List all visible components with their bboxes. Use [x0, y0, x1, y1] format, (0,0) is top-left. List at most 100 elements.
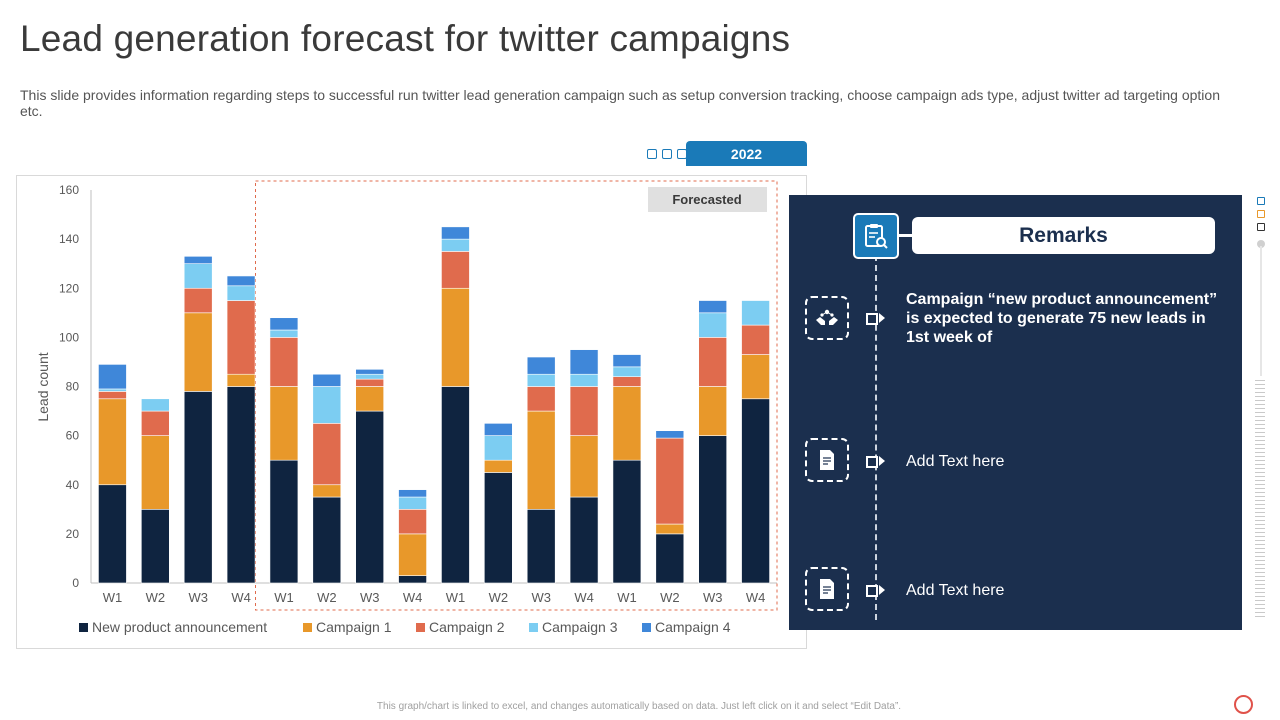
- y-tick-label: 120: [59, 281, 79, 295]
- bar-segment: [698, 300, 727, 314]
- page-dot: [662, 149, 672, 159]
- y-tick-label: 80: [66, 380, 80, 394]
- bar-segment: [183, 391, 213, 584]
- document-icon: [805, 567, 849, 611]
- bar-segment: [355, 373, 384, 380]
- side-navigation: [1257, 197, 1265, 248]
- x-tick-label: W4: [574, 590, 594, 605]
- x-tick-label: W3: [531, 590, 551, 605]
- nav-dot: [1257, 240, 1265, 248]
- node-arrow: [879, 313, 885, 323]
- bar-segment: [698, 337, 727, 387]
- page-dot: [647, 149, 657, 159]
- legend-swatch: [416, 623, 425, 632]
- bar-segment: [441, 238, 470, 252]
- clipboard-search-icon: [853, 213, 899, 259]
- bar-segment: [484, 423, 513, 436]
- bar-segment: [141, 509, 170, 584]
- hands-network-icon: [805, 296, 849, 340]
- x-tick-label: W1: [446, 590, 466, 605]
- bar-segment: [141, 410, 170, 436]
- bar-segment: [355, 378, 384, 387]
- bar-segment: [526, 356, 556, 375]
- page-indicator: [647, 149, 687, 159]
- nav-square[interactable]: [1257, 210, 1265, 218]
- timeline-node: [866, 585, 878, 597]
- bar-segment: [698, 435, 727, 584]
- bar-segment: [526, 386, 556, 412]
- y-tick-label: 40: [66, 478, 80, 492]
- y-tick-label: 160: [59, 183, 79, 197]
- bar-segment: [226, 285, 256, 301]
- bar-segment: [612, 354, 642, 368]
- forecast-badge: [648, 187, 767, 212]
- bar-segment: [98, 391, 127, 400]
- bar-segment: [612, 366, 642, 377]
- x-tick-label: W3: [703, 590, 723, 605]
- bar-segment: [226, 300, 256, 375]
- legend-swatch: [79, 623, 88, 632]
- timeline-line: [875, 255, 877, 620]
- document-icon: [805, 438, 849, 482]
- nav-square[interactable]: [1257, 223, 1265, 231]
- x-tick-label: W4: [403, 590, 423, 605]
- page-subtitle: This slide provides information regardin…: [20, 87, 1220, 119]
- x-tick-label: W2: [489, 590, 509, 605]
- bar-segment: [441, 226, 470, 240]
- bar-segment: [98, 388, 127, 392]
- bar-segment: [183, 312, 213, 392]
- page-title: Lead generation forecast for twitter cam…: [20, 18, 791, 59]
- bar-segment: [398, 489, 427, 498]
- bar-segment: [612, 376, 642, 387]
- bar-segment: [141, 398, 170, 412]
- remarks-panel: [789, 195, 1242, 630]
- bar-segment: [312, 373, 342, 387]
- timeline-node: [866, 456, 878, 468]
- year-tab[interactable]: 2022: [686, 141, 807, 166]
- bar-segment: [312, 423, 342, 486]
- bar-segment: [484, 459, 513, 473]
- y-tick-label: 100: [59, 330, 79, 344]
- bar-segment: [269, 317, 299, 331]
- x-tick-label: W1: [617, 590, 637, 605]
- bar-segment: [269, 337, 299, 387]
- bar-segment: [569, 349, 599, 375]
- bar-segment: [398, 575, 427, 584]
- bar-segment: [269, 386, 299, 461]
- bar-segment: [355, 369, 384, 375]
- node-arrow: [879, 456, 885, 466]
- side-track: [1260, 246, 1262, 376]
- remark-item-text: Add Text here: [906, 453, 1005, 470]
- node-arrow: [879, 585, 885, 595]
- y-tick-label: 20: [66, 527, 80, 541]
- x-tick-label: W2: [317, 590, 337, 605]
- bar-segment: [741, 354, 770, 400]
- chart-container[interactable]: 0 20 40 60 80 100 120 140 160 Lead count Forecaste…: [16, 175, 807, 649]
- bar-segment: [526, 373, 556, 387]
- remarks-heading: Remarks: [912, 217, 1215, 254]
- bar-segment: [612, 386, 642, 461]
- y-tick-label: 60: [66, 429, 80, 443]
- remark-item-text: Campaign “new product announcement” is e…: [906, 291, 1218, 346]
- bar-segment: [526, 410, 556, 510]
- bar-segment: [355, 386, 384, 412]
- y-tick-label: 140: [59, 232, 79, 246]
- x-tick-label: W2: [660, 590, 680, 605]
- bar-segment: [398, 509, 427, 535]
- bar-segment: [398, 533, 427, 576]
- x-tick-label: W1: [274, 590, 294, 605]
- bar-segment: [355, 410, 384, 584]
- x-tick-label: W2: [146, 590, 166, 605]
- bar-segment: [98, 364, 127, 390]
- legend-label: Campaign 3: [542, 619, 618, 635]
- nav-square[interactable]: [1257, 197, 1265, 205]
- bar-segment: [98, 398, 127, 486]
- stacked-bar-chart[interactable]: 0 20 40 60 80 100 120 140 160 Lead count Forecaste…: [17, 176, 808, 650]
- x-tick-label: W3: [188, 590, 208, 605]
- bar-segment: [569, 496, 599, 584]
- x-tick-label: W4: [231, 590, 251, 605]
- forecast-label: Forecasted: [672, 192, 741, 207]
- legend-swatch: [529, 623, 538, 632]
- bar-segment: [655, 523, 685, 535]
- bar-segment: [269, 459, 299, 584]
